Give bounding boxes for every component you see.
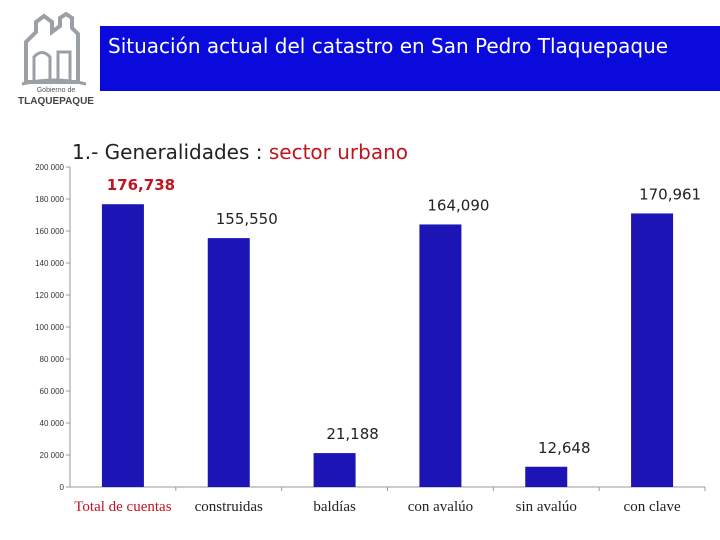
title-banner: Situación actual del catastro en San Ped… bbox=[100, 26, 720, 91]
logo-text-gobierno: Gobierno de bbox=[36, 87, 76, 94]
x-tick-label: sin avalúo bbox=[516, 499, 577, 515]
y-tick-label: 100 000 bbox=[35, 323, 64, 332]
logo-text-tlaquepaque: TLAQUEPAQUE bbox=[18, 96, 94, 107]
y-tick-label: 40 000 bbox=[40, 419, 65, 428]
data-label: 164,090 bbox=[427, 196, 489, 214]
bar bbox=[207, 238, 250, 487]
subtitle-highlight: sector urbano bbox=[268, 140, 408, 164]
page-title: Situación actual del catastro en San Ped… bbox=[108, 34, 669, 58]
x-tick-label: construidas bbox=[195, 499, 263, 515]
y-tick-label: 80 000 bbox=[40, 355, 65, 364]
section-subtitle: 1.- Generalidades : sector urbano bbox=[72, 140, 408, 164]
data-label: 21,188 bbox=[326, 425, 379, 443]
data-label: 176,738 bbox=[107, 176, 175, 194]
subtitle-prefix: 1.- Generalidades : bbox=[72, 140, 269, 164]
y-tick-label: 140 000 bbox=[35, 259, 64, 268]
x-tick-label: con avalúo bbox=[408, 499, 473, 515]
y-tick-label: 20 000 bbox=[40, 451, 65, 460]
bar bbox=[631, 213, 674, 487]
data-label: 12,648 bbox=[538, 439, 591, 457]
y-tick-label: 60 000 bbox=[40, 387, 65, 396]
bar bbox=[313, 453, 356, 487]
y-tick-label: 160 000 bbox=[35, 227, 64, 236]
y-tick-label: 200 000 bbox=[35, 163, 64, 172]
y-tick-label: 180 000 bbox=[35, 195, 64, 204]
bar bbox=[419, 224, 462, 487]
x-tick-label: baldías bbox=[313, 499, 356, 515]
x-tick-label: con clave bbox=[624, 499, 681, 515]
y-tick-label: 0 bbox=[60, 483, 65, 492]
data-label: 170,961 bbox=[639, 185, 701, 203]
data-label: 155,550 bbox=[216, 210, 278, 228]
tlaquepaque-logo bbox=[14, 12, 98, 112]
x-tick-label: Total de cuentas bbox=[74, 499, 171, 515]
y-tick-label: 120 000 bbox=[35, 291, 64, 300]
bar bbox=[101, 204, 144, 488]
bar bbox=[525, 466, 568, 487]
